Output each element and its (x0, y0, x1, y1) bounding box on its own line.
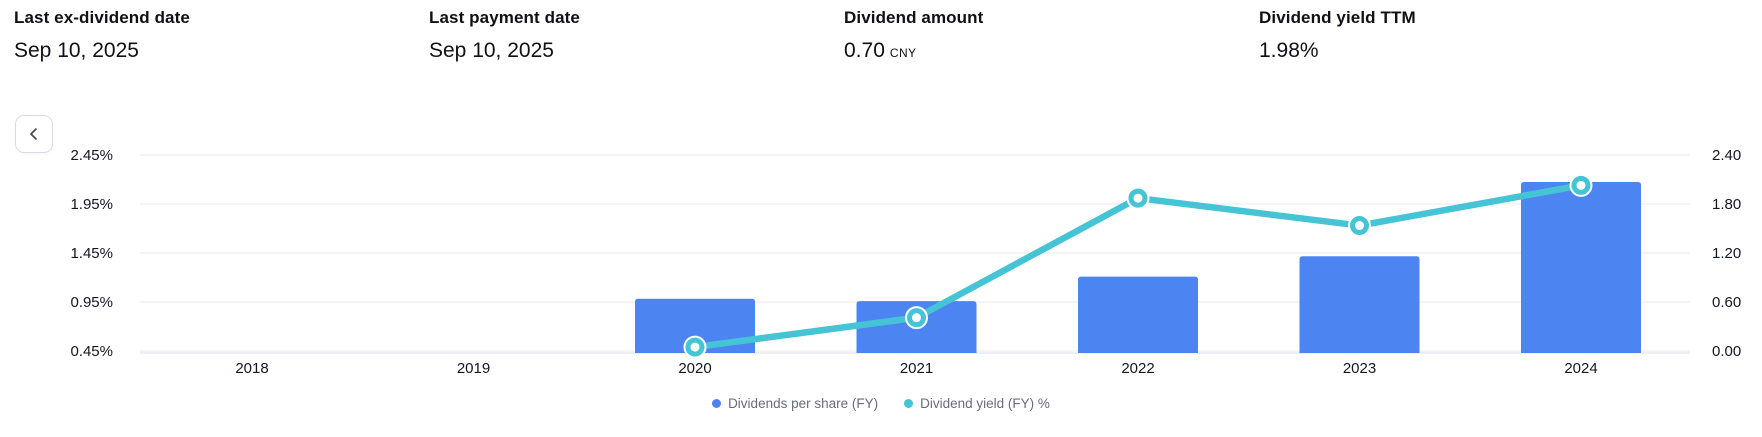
yield-marker-center-2023 (1355, 221, 1364, 231)
x-axis-label-2019: 2019 (457, 360, 490, 377)
yield-marker-center-2021 (912, 313, 921, 323)
legend-label: Dividends per share (FY) (728, 396, 879, 411)
yield-marker-center-2024 (1576, 180, 1586, 190)
x-axis-label-2021: 2021 (900, 360, 933, 377)
x-axis-label-2022: 2022 (1121, 360, 1154, 377)
stat-value: 0.70 CNY (844, 39, 917, 62)
legend-item-dividend-yield[interactable]: Dividend yield (FY) % (904, 396, 1050, 411)
right-axis-tick: 0.60 (1712, 294, 1741, 311)
stat-label: Last ex-dividend date (14, 8, 190, 27)
bar-2020[interactable] (635, 298, 755, 353)
left-axis-tick: 2.45% (70, 147, 113, 164)
stat-value: 1.98% (1259, 39, 1319, 62)
bar-2023[interactable] (1299, 256, 1420, 353)
chevron-left-icon (30, 128, 37, 140)
dividends-chart-canvas: 2.45% 2.40 1.95% 1.80 1.45% 1.20 0.95% 0.60 0.45… (70, 147, 1741, 377)
stat-label: Last payment date (429, 8, 580, 27)
dividends-chart: 2.45% 2.40 1.95% 1.80 1.45% 1.20 0.95% 0.60 0.45… (0, 118, 1762, 390)
legend-item-dividends-per-share[interactable]: Dividends per share (FY) (712, 396, 878, 411)
left-axis-tick: 0.95% (70, 294, 113, 311)
x-axis-label-2018: 2018 (235, 360, 268, 377)
stat-last-ex-dividend-date: Last ex-dividend date Sep 10, 2025 (14, 8, 414, 63)
x-axis-label-2020: 2020 (678, 360, 711, 377)
stat-dividend-amount: Dividend amount 0.70 CNY (844, 8, 1244, 63)
yield-marker-center-2022 (1133, 193, 1143, 203)
currency-unit: CNY (889, 46, 917, 60)
right-axis-tick: 1.20 (1712, 245, 1741, 262)
right-axis-tick: 1.80 (1712, 196, 1741, 213)
right-axis-tick: 2.40 (1712, 147, 1741, 164)
stat-label: Dividend yield TTM (1259, 8, 1416, 27)
chart-legend: Dividends per share (FY) Dividend yield … (0, 396, 1762, 411)
stat-last-payment-date: Last payment date Sep 10, 2025 (429, 8, 829, 63)
right-axis-tick: 0.00 (1712, 343, 1741, 360)
left-axis-tick: 0.45% (70, 343, 113, 360)
line-series-swatch-icon (904, 399, 914, 408)
legend-label: Dividend yield (FY) % (920, 396, 1050, 411)
stat-value: Sep 10, 2025 (14, 39, 139, 62)
stat-dividend-yield-ttm: Dividend yield TTM 1.98% (1259, 8, 1659, 63)
dividend-stats-row: Last ex-dividend date Sep 10, 2025 Last … (0, 8, 1762, 88)
left-axis-tick: 1.45% (70, 245, 113, 262)
bar-2022[interactable] (1078, 276, 1198, 353)
bar-series-swatch-icon (712, 399, 722, 408)
left-axis-tick: 1.95% (70, 196, 113, 213)
x-axis-label-2023: 2023 (1343, 360, 1376, 377)
scroll-left-button[interactable] (15, 115, 53, 153)
yield-marker-center-2020 (690, 342, 700, 352)
stat-value: Sep 10, 2025 (429, 39, 554, 62)
stat-label: Dividend amount (844, 8, 984, 27)
x-axis-label-2024: 2024 (1564, 360, 1597, 377)
bar-2024[interactable] (1521, 181, 1641, 353)
